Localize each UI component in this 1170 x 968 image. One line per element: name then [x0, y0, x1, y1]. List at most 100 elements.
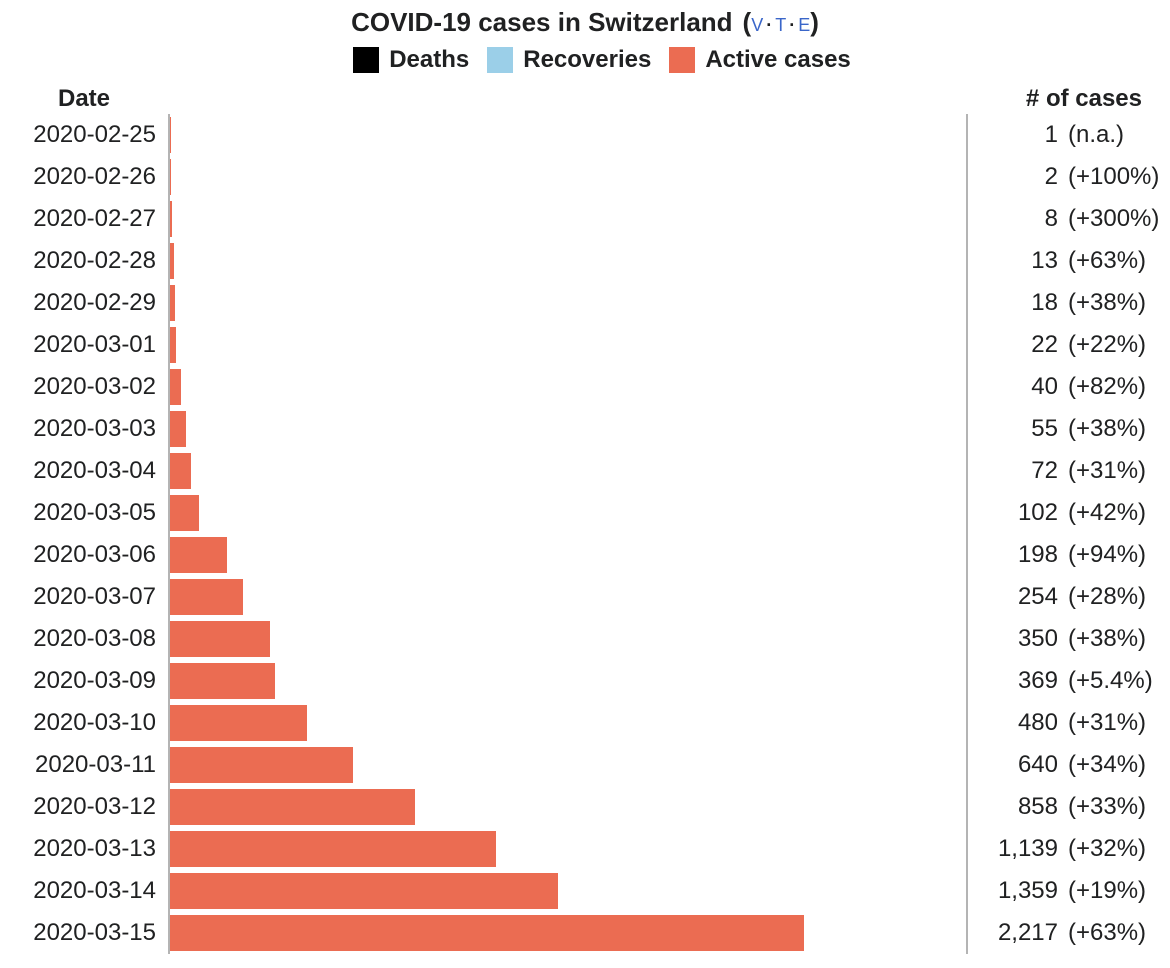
chart-body: 2020-02-25 1 (n.a.) 2020-02-26 2 (+100%)…	[0, 114, 1170, 954]
chart-header: COVID-19 cases in Switzerland (v · t · e)	[0, 0, 1170, 38]
active-cases-bar	[170, 789, 416, 825]
active-cases-bar	[170, 495, 200, 531]
cases-count: 480	[1017, 709, 1058, 736]
date-label: 2020-03-02	[33, 373, 156, 400]
cases-count: 350	[1017, 625, 1058, 652]
bar-track	[168, 660, 968, 702]
chart-row: 2020-03-04 72 (+31%)	[0, 450, 1170, 492]
chart-row: 2020-03-10 480 (+31%)	[0, 702, 1170, 744]
bar-track	[168, 618, 968, 660]
bar-track	[168, 702, 968, 744]
bar-track	[168, 492, 968, 534]
bar-track	[168, 912, 968, 954]
date-label: 2020-03-01	[33, 331, 156, 358]
bar-track	[168, 366, 968, 408]
date-label: 2020-03-08	[33, 625, 156, 652]
active-cases-bar	[170, 327, 177, 363]
active-cases-bar	[170, 621, 271, 657]
chart-row: 2020-03-05 102 (+42%)	[0, 492, 1170, 534]
active-cases-bar	[170, 369, 182, 405]
cases-count: 55	[1031, 415, 1058, 442]
bar-track	[168, 282, 968, 324]
cases-change: (+42%)	[1068, 499, 1147, 526]
bar-track	[168, 198, 968, 240]
active-cases-bar	[170, 243, 174, 279]
cases-change: (+100%)	[1068, 163, 1160, 190]
chart-row: 2020-03-11 640 (+34%)	[0, 744, 1170, 786]
recoveries-swatch-icon	[487, 47, 514, 73]
navbar-edit-link[interactable]: e	[798, 15, 811, 35]
bar-track	[168, 576, 968, 618]
cases-count: 18	[1031, 289, 1058, 316]
cases-change: (+5.4%)	[1068, 667, 1153, 694]
date-column-header: Date	[57, 85, 111, 112]
cases-change: (+19%)	[1068, 877, 1147, 904]
cases-change: (+94%)	[1068, 541, 1147, 568]
deaths-swatch-icon	[353, 47, 380, 73]
cases-count: 640	[1017, 751, 1058, 778]
bar-track	[168, 114, 968, 156]
navbar-view-link[interactable]: v	[751, 15, 764, 35]
bar-track	[168, 240, 968, 282]
navbar-separator: ·	[766, 15, 773, 35]
date-label: 2020-03-14	[33, 877, 156, 904]
cases-count: 858	[1017, 793, 1058, 820]
date-label: 2020-03-04	[33, 457, 156, 484]
date-label: 2020-03-09	[33, 667, 156, 694]
navbar-talk-link[interactable]: t	[775, 15, 787, 35]
cases-value: 13 (+63%)	[968, 240, 1170, 282]
bar-track	[168, 534, 968, 576]
cases-count: 22	[1031, 331, 1058, 358]
date-label: 2020-03-15	[33, 919, 156, 946]
cases-value: 72 (+31%)	[968, 450, 1170, 492]
chart-row: 2020-03-12 858 (+33%)	[0, 786, 1170, 828]
active-cases-bar	[170, 159, 171, 195]
cases-change: (+33%)	[1068, 793, 1147, 820]
cases-count: 1,359	[997, 877, 1058, 904]
chart-row: 2020-03-06 198 (+94%)	[0, 534, 1170, 576]
active-cases-bar	[170, 747, 353, 783]
chart-row: 2020-03-01 22 (+22%)	[0, 324, 1170, 366]
cases-change: (+38%)	[1068, 625, 1147, 652]
date-label: 2020-03-13	[33, 835, 156, 862]
chart-row: 2020-02-27 8 (+300%)	[0, 198, 1170, 240]
legend-item-deaths: Deaths	[353, 46, 469, 74]
chart-row: 2020-03-15 2,217 (+63%)	[0, 912, 1170, 954]
cases-change: (+300%)	[1068, 205, 1160, 232]
chart-row: 2020-03-13 1,139 (+32%)	[0, 828, 1170, 870]
cases-count: 72	[1031, 457, 1058, 484]
cases-count: 1,139	[997, 835, 1058, 862]
cases-value: 18 (+38%)	[968, 282, 1170, 324]
active-cases-bar	[170, 285, 176, 321]
cases-value: 480 (+31%)	[968, 702, 1170, 744]
cases-change: (+31%)	[1068, 709, 1147, 736]
cases-value: 1,359 (+19%)	[968, 870, 1170, 912]
cases-count: 40	[1031, 373, 1058, 400]
active-cases-bar	[170, 873, 559, 909]
cases-count: 1	[1044, 121, 1058, 148]
cases-count: 369	[1017, 667, 1058, 694]
cases-change: (+22%)	[1068, 331, 1147, 358]
date-label: 2020-03-05	[33, 499, 156, 526]
legend-item-active-cases: Active cases	[669, 46, 851, 74]
cases-change: (+82%)	[1068, 373, 1147, 400]
bar-track	[168, 450, 968, 492]
navbar-separator: ·	[789, 15, 796, 35]
date-label: 2020-02-29	[33, 289, 156, 316]
legend-label-active-cases: Active cases	[705, 46, 851, 73]
active-cases-bar	[170, 201, 173, 237]
bar-track	[168, 324, 968, 366]
cases-count: 2	[1044, 163, 1058, 190]
bar-track	[168, 408, 968, 450]
active-cases-bar	[170, 579, 243, 615]
date-label: 2020-02-27	[33, 205, 156, 232]
navbar-close-paren: )	[810, 7, 819, 37]
active-cases-bar	[170, 705, 308, 741]
cases-value: 8 (+300%)	[968, 198, 1170, 240]
cases-count: 8	[1044, 205, 1058, 232]
cases-value: 1 (n.a.)	[968, 114, 1170, 156]
active-cases-bar	[170, 453, 191, 489]
cases-count: 102	[1017, 499, 1058, 526]
chart-legend: Deaths Recoveries Active cases	[0, 46, 1170, 74]
